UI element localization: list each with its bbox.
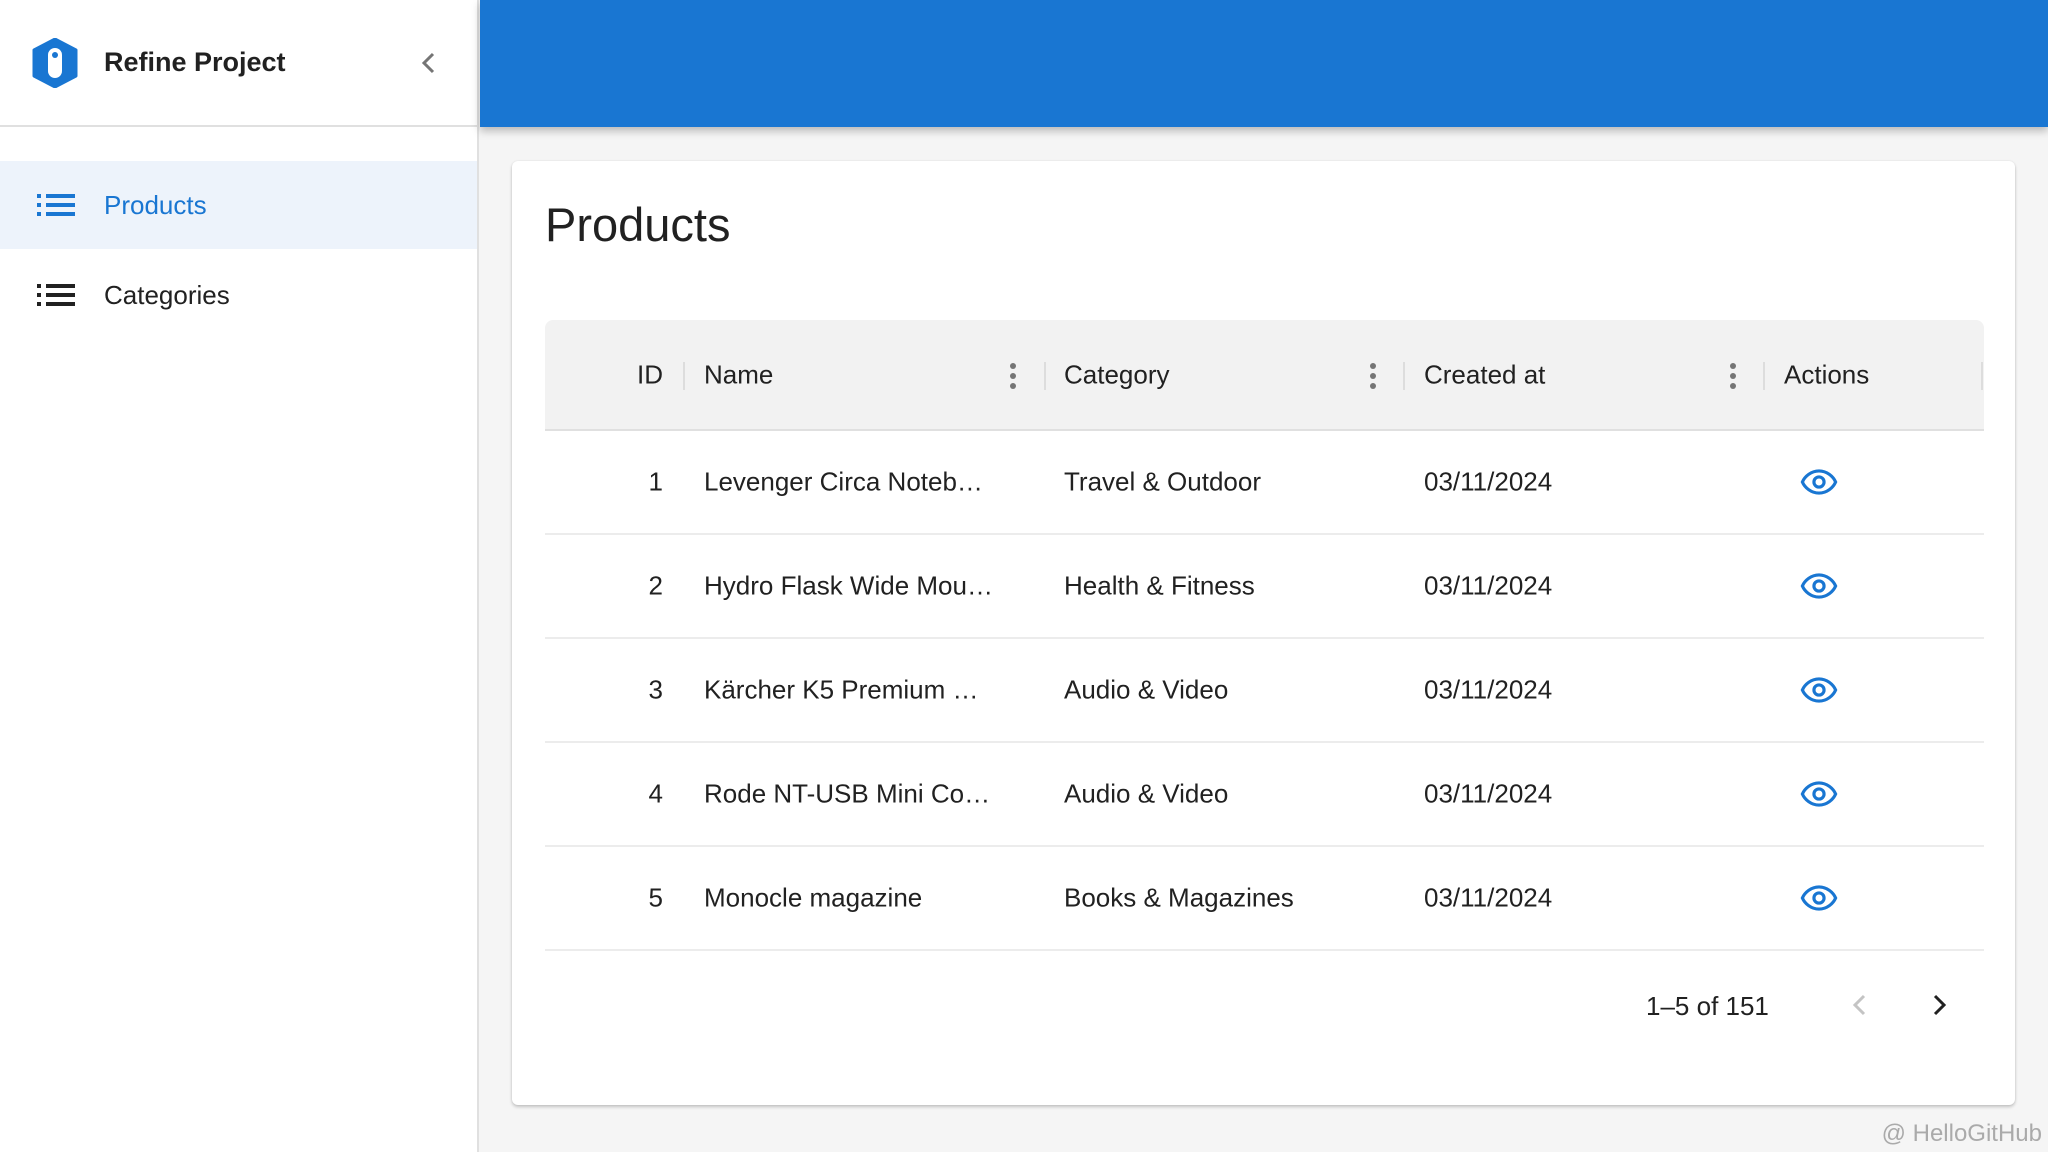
list-icon bbox=[37, 284, 75, 306]
products-list-card: Products ID Name Category Created at Act… bbox=[512, 161, 2015, 1105]
next-page-chevron-right-icon[interactable] bbox=[1921, 987, 1957, 1023]
column-header-actions: Actions bbox=[1784, 359, 1870, 389]
products-data-grid: ID Name Category Created at Actions 1 Le… bbox=[545, 320, 1984, 951]
app-title: Refine Project bbox=[104, 47, 286, 77]
table-row[interactable]: 1 Levenger Circa Noteb… Travel & Outdoor… bbox=[545, 431, 1984, 535]
pagination-range: 1–5 of 151 bbox=[1646, 991, 1769, 1021]
sidebar-item-categories[interactable]: Categories bbox=[0, 251, 477, 339]
cell-category: Books & Magazines bbox=[1064, 882, 1294, 913]
previous-page-chevron-left-icon[interactable] bbox=[1842, 987, 1878, 1023]
column-separator[interactable] bbox=[683, 362, 685, 390]
cell-name: Kärcher K5 Premium … bbox=[704, 674, 979, 705]
table-row[interactable]: 4 Rode NT-USB Mini Co… Audio & Video 03/… bbox=[545, 743, 1984, 847]
column-header-id[interactable]: ID bbox=[637, 359, 663, 389]
column-menu-icon[interactable] bbox=[1368, 361, 1378, 391]
sidebar: Refine Project Products Categories bbox=[0, 0, 479, 1152]
cell-created-at: 03/11/2024 bbox=[1424, 778, 1553, 809]
watermark: @ HelloGitHub bbox=[1881, 1120, 2042, 1147]
table-row[interactable]: 2 Hydro Flask Wide Mou… Health & Fitness… bbox=[545, 535, 1984, 639]
cell-category: Travel & Outdoor bbox=[1064, 466, 1262, 497]
sidebar-header: Refine Project bbox=[0, 0, 477, 127]
column-menu-icon[interactable] bbox=[1008, 361, 1018, 391]
eye-icon[interactable] bbox=[1800, 671, 1838, 709]
collapse-sidebar-chevron-left-icon[interactable] bbox=[414, 48, 444, 78]
eye-icon[interactable] bbox=[1800, 463, 1838, 501]
cell-category: Audio & Video bbox=[1064, 778, 1229, 809]
column-header-name[interactable]: Name bbox=[704, 359, 774, 389]
column-separator[interactable] bbox=[1763, 362, 1765, 390]
pagination: 1–5 of 151 bbox=[512, 985, 2015, 1025]
cell-id: 5 bbox=[648, 882, 663, 913]
sidebar-item-label: Products bbox=[104, 189, 207, 220]
sidebar-item-products[interactable]: Products bbox=[0, 161, 477, 249]
eye-icon[interactable] bbox=[1800, 567, 1838, 605]
eye-icon[interactable] bbox=[1800, 879, 1838, 917]
top-app-bar bbox=[480, 0, 2048, 127]
cell-id: 3 bbox=[648, 674, 663, 705]
cell-name: Hydro Flask Wide Mou… bbox=[704, 570, 993, 601]
column-menu-icon[interactable] bbox=[1728, 361, 1738, 391]
cell-name: Levenger Circa Noteb… bbox=[704, 466, 983, 497]
column-separator bbox=[1981, 362, 1983, 390]
cell-created-at: 03/11/2024 bbox=[1424, 466, 1553, 497]
cell-category: Health & Fitness bbox=[1064, 570, 1255, 601]
cell-created-at: 03/11/2024 bbox=[1424, 882, 1553, 913]
cell-name: Monocle magazine bbox=[704, 882, 923, 913]
column-header-created-at[interactable]: Created at bbox=[1424, 359, 1546, 389]
refine-logo-icon bbox=[32, 38, 78, 88]
column-separator[interactable] bbox=[1403, 362, 1405, 390]
column-header-category[interactable]: Category bbox=[1064, 359, 1170, 389]
eye-icon[interactable] bbox=[1800, 775, 1838, 813]
cell-id: 2 bbox=[648, 570, 663, 601]
cell-category: Audio & Video bbox=[1064, 674, 1229, 705]
column-separator[interactable] bbox=[1044, 362, 1046, 390]
cell-name: Rode NT-USB Mini Co… bbox=[704, 778, 991, 809]
cell-id: 1 bbox=[648, 466, 663, 497]
cell-created-at: 03/11/2024 bbox=[1424, 570, 1553, 601]
table-row[interactable]: 3 Kärcher K5 Premium … Audio & Video 03/… bbox=[545, 639, 1984, 743]
cell-created-at: 03/11/2024 bbox=[1424, 674, 1553, 705]
cell-id: 4 bbox=[648, 778, 663, 809]
table-row[interactable]: 5 Monocle magazine Books & Magazines 03/… bbox=[545, 847, 1984, 951]
table-header: ID Name Category Created at Actions bbox=[545, 320, 1984, 431]
page-title: Products bbox=[545, 198, 731, 251]
sidebar-item-label: Categories bbox=[104, 279, 230, 310]
list-icon bbox=[37, 194, 75, 216]
